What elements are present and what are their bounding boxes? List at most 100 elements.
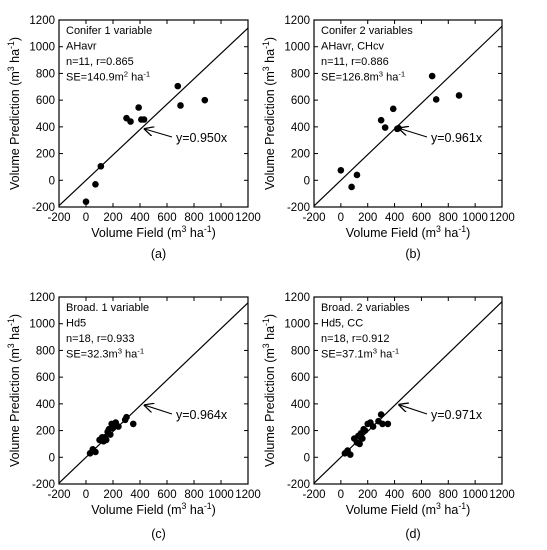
x-tick-label: -200	[302, 489, 325, 501]
data-point	[127, 118, 134, 125]
data-point	[174, 82, 182, 90]
x-tick-label: 400	[385, 212, 404, 224]
x-tick-label: 600	[157, 212, 176, 224]
data-point	[395, 124, 402, 132]
data-point	[359, 435, 366, 442]
x-tick-label: 0	[83, 489, 89, 501]
fit-label: y=0.950x	[176, 131, 228, 145]
data-point	[201, 96, 209, 104]
data-point	[348, 183, 355, 191]
annotation-line: SE=32.3m3 ha-1	[66, 346, 144, 361]
data-point	[109, 424, 117, 432]
y-tick-label: 1200	[29, 15, 55, 27]
x-tick-label: 600	[412, 489, 431, 501]
data-point	[353, 171, 361, 179]
x-tick-label: 600	[412, 212, 431, 224]
y-tick-label: 400	[291, 399, 310, 411]
data-point	[377, 116, 385, 124]
y-tick-label: 1000	[29, 319, 55, 331]
annotation-line: n=11, r=0.865	[66, 56, 134, 68]
data-point	[389, 105, 397, 113]
panel-d: -200 0 200 400 600 800 1000 1200-20002004006008…	[261, 292, 515, 541]
x-tick-label: 1200	[235, 212, 261, 224]
data-point	[92, 448, 99, 456]
y-tick-label: 0	[49, 452, 55, 464]
panel-caption: (b)	[405, 247, 420, 261]
annotation-line: n=18, r=0.912	[321, 333, 390, 345]
annotation-line: AHavr	[66, 41, 97, 53]
data-point	[177, 102, 184, 109]
x-tick-label: 400	[385, 489, 404, 501]
data-point	[384, 420, 392, 428]
plot-frame	[58, 296, 249, 485]
x-axis-title: Volume Field (m3 ha-1)	[91, 224, 216, 240]
x-tick-label: 800	[184, 212, 203, 224]
data-point	[123, 413, 130, 421]
annotation-line: Conifer 1 variable	[66, 25, 152, 37]
x-tick-label: 1000	[462, 489, 488, 501]
data-point	[346, 451, 354, 458]
data-point	[369, 423, 377, 430]
fit-arrow	[145, 405, 173, 415]
plot-frame	[313, 19, 503, 208]
annotation-line: Broad. 1 variable	[66, 302, 149, 314]
data-point	[377, 411, 385, 418]
x-tick-label: 0	[338, 212, 344, 224]
x-tick-label: 200	[103, 212, 122, 224]
x-tick-label: 800	[439, 212, 458, 224]
x-tick-label: 800	[184, 489, 203, 501]
panel-caption: (c)	[151, 527, 166, 541]
y-tick-label: 200	[36, 149, 55, 161]
x-axis-title: Volume Field (m3 ha-1)	[91, 501, 216, 517]
y-tick-label: 400	[291, 122, 310, 134]
x-tick-label: 600	[157, 489, 176, 501]
x-tick-label: 1000	[208, 489, 234, 501]
panel-caption: (a)	[151, 247, 166, 261]
fit-label: y=0.964x	[176, 408, 228, 422]
annotation-line: Conifer 2 variables	[321, 25, 413, 37]
data-point	[107, 431, 114, 438]
fit-arrow	[399, 128, 428, 138]
data-point	[381, 124, 389, 131]
plot-frame	[58, 19, 249, 208]
fit-label: y=0.971x	[431, 408, 483, 422]
data-point	[115, 423, 122, 430]
data-point	[102, 436, 110, 444]
x-tick-label: 200	[358, 489, 377, 501]
fit-label: y=0.961x	[431, 131, 483, 145]
x-tick-label: 1200	[489, 212, 515, 224]
fit-line	[58, 27, 249, 207]
data-point	[135, 104, 142, 111]
y-tick-label: 600	[36, 372, 55, 384]
x-tick-label: 0	[338, 489, 344, 501]
x-tick-label: 400	[130, 489, 149, 501]
y-tick-label: 0	[304, 452, 310, 464]
y-axis-title: Volume Prediction (m3 ha-1)	[6, 37, 22, 190]
annotation-line: Hd5, CC	[321, 318, 363, 330]
x-tick-label: 1000	[462, 212, 488, 224]
panel-c: -200 0 200 400 600 800 1000 1200-20002004006008…	[6, 292, 261, 541]
data-point	[455, 92, 463, 99]
panel-b: -200 0 200 400 600 800 1000 1200-20002004006008…	[261, 15, 515, 261]
annotation-line: n=18, r=0.933	[66, 333, 135, 345]
y-tick-label: 600	[36, 95, 55, 107]
data-point	[337, 166, 345, 174]
data-point	[97, 162, 105, 170]
x-tick-label: -200	[47, 489, 70, 501]
fit-line	[313, 25, 503, 207]
x-tick-label: 400	[130, 212, 149, 224]
y-tick-label: 600	[291, 372, 310, 384]
y-tick-label: 600	[291, 95, 310, 107]
plot-frame	[313, 296, 503, 485]
fit-line	[58, 302, 249, 484]
y-tick-label: -200	[287, 479, 310, 491]
x-tick-label: 800	[439, 489, 458, 501]
data-point	[129, 420, 137, 428]
y-axis-title: Volume Prediction (m3 ha-1)	[6, 314, 22, 467]
annotation-line: AHavr, CHcv	[321, 41, 384, 53]
y-tick-label: 1200	[284, 15, 310, 27]
y-tick-label: 400	[36, 399, 55, 411]
annotation-line: SE=37.1m3 ha-1	[321, 346, 399, 361]
fit-arrow	[145, 129, 173, 138]
